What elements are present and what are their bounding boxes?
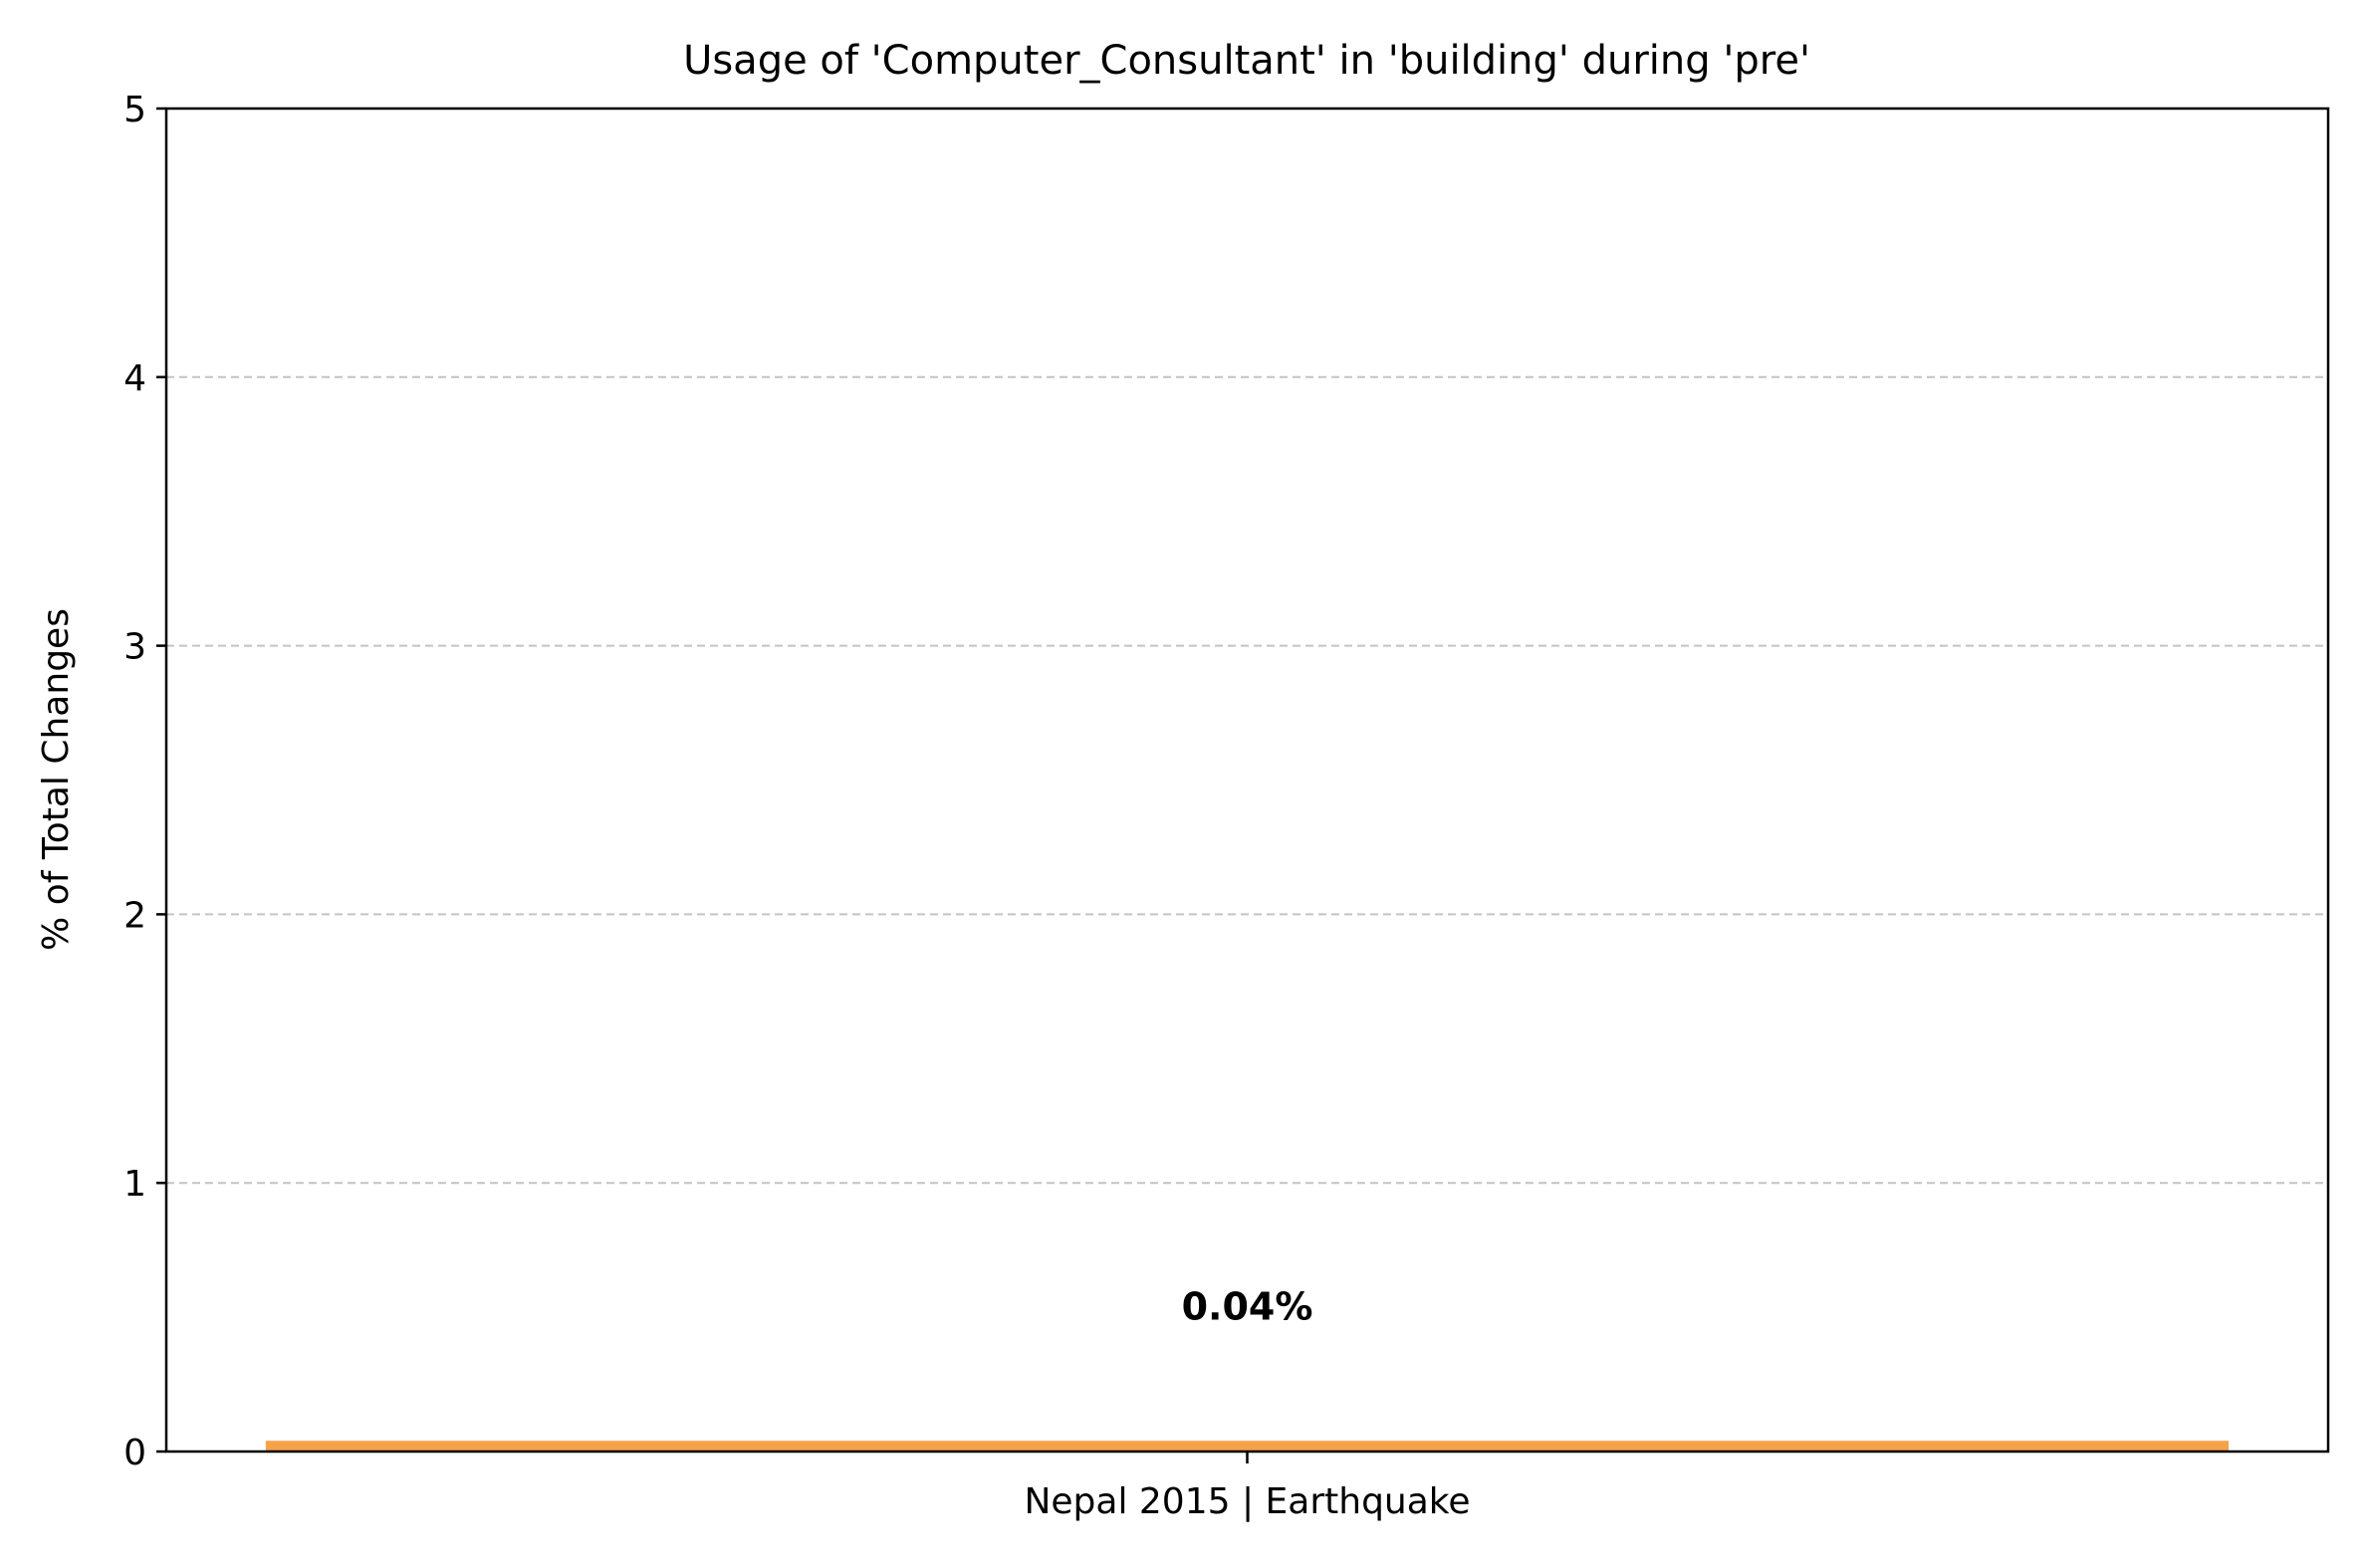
data-label: 0.04%	[1182, 1284, 1313, 1328]
x-tick-labels: Nepal 2015 | Earthquake	[1024, 1452, 1471, 1522]
y-axis-label: % of Total Changes	[36, 608, 77, 951]
y-tick-labels: 0 1 2 3 4 5	[123, 90, 166, 1473]
y-tick-label: 4	[123, 358, 146, 399]
grid-lines	[166, 375, 2328, 1185]
y-tick-label: 1	[123, 1164, 146, 1205]
y-tick-label: 2	[123, 895, 146, 936]
chart-title: Usage of 'Computer_Consultant' in 'build…	[683, 38, 1810, 84]
y-tick-label: 0	[123, 1433, 146, 1473]
y-tick-label: 3	[123, 627, 146, 668]
bar	[265, 1441, 2230, 1452]
y-tick-label: 5	[123, 90, 146, 130]
x-tick-label: Nepal 2015 | Earthquake	[1024, 1481, 1470, 1522]
bars: 0.04%	[265, 1284, 2230, 1452]
plot-frame	[164, 107, 2330, 1454]
